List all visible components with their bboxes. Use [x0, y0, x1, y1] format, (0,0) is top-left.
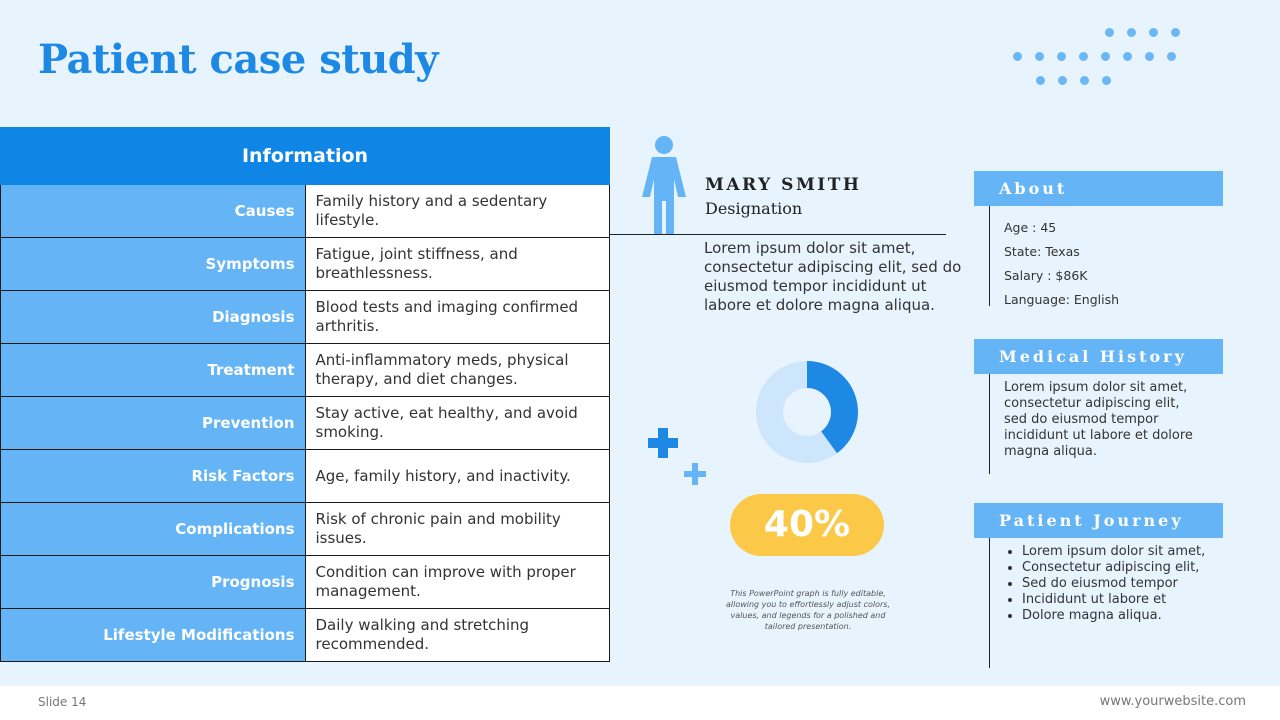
dot [1145, 52, 1154, 61]
row-value: Stay active, eat healthy, and avoid smok… [304, 396, 610, 450]
patient-name: MARY SMITH [705, 175, 862, 195]
about-item: State: Texas [1004, 244, 1080, 259]
dot [1058, 76, 1067, 85]
table-row: Symptoms Fatigue, joint stiffness, and br… [0, 237, 610, 291]
row-label: Treatment [0, 343, 306, 397]
divider [610, 234, 946, 235]
patient-designation: Designation [705, 199, 803, 218]
row-label: Diagnosis [0, 290, 306, 344]
dot [1080, 76, 1089, 85]
dot [1035, 52, 1044, 61]
list-item: Incididunt ut labore et [1022, 592, 1205, 608]
row-value: Fatigue, joint stiffness, and breathless… [304, 237, 610, 291]
about-list: Age : 45 State: Texas Salary : $86K Lang… [1004, 216, 1119, 312]
row-label: Prevention [0, 396, 306, 450]
plus-icon [684, 463, 706, 485]
row-value: Condition can improve with proper manage… [304, 555, 610, 609]
table-row: Risk Factors Age, family history, and ina… [0, 449, 610, 503]
row-label: Causes [0, 184, 306, 238]
patient-intro: Lorem ipsum dolor sit amet, consectetur … [704, 239, 962, 314]
list-item: Consectetur adipiscing elit, [1022, 560, 1205, 576]
patient-journey-list: Lorem ipsum dolor sit amet, Consectetur … [1004, 544, 1205, 624]
row-label: Risk Factors [0, 449, 306, 503]
about-item: Age : 45 [1004, 220, 1057, 235]
divider [989, 374, 990, 474]
dot [1057, 52, 1066, 61]
row-value: Blood tests and imaging confirmed arthri… [304, 290, 610, 344]
dot [1149, 28, 1158, 37]
table-header: Information [0, 127, 610, 185]
table-row: Treatment Anti-inflammatory meds, physica… [0, 343, 610, 397]
list-item: Lorem ipsum dolor sit amet, [1022, 544, 1205, 560]
table-row: Prognosis Condition can improve with prop… [0, 555, 610, 609]
website-link: www.yourwebsite.com [1099, 694, 1246, 709]
dot [1013, 52, 1022, 61]
chart-note: This PowerPoint graph is fully editable,… [725, 589, 891, 631]
info-table: Information Causes Family history and a s… [0, 127, 610, 662]
percentage-badge: 40% [730, 494, 884, 556]
about-header: About [974, 171, 1223, 206]
dot [1036, 76, 1045, 85]
dot [1101, 52, 1110, 61]
donut-chart [756, 361, 858, 463]
row-label: Complications [0, 502, 306, 556]
list-item: Dolore magna aliqua. [1022, 608, 1205, 624]
about-item: Salary : $86K [1004, 268, 1088, 283]
dot [1105, 28, 1114, 37]
divider [989, 206, 990, 306]
slide-number: Slide 14 [38, 695, 87, 709]
dot [1102, 76, 1111, 85]
table-row: Prevention Stay active, eat healthy, and … [0, 396, 610, 450]
row-value: Anti-inflammatory meds, physical therapy… [304, 343, 610, 397]
medical-history-text: Lorem ipsum dolor sit amet, consectetur … [1004, 380, 1193, 459]
table-row: Complications Risk of chronic pain and mo… [0, 502, 610, 556]
about-item: Language: English [1004, 292, 1120, 307]
row-value: Risk of chronic pain and mobility issues… [304, 502, 610, 556]
divider [989, 538, 990, 668]
row-label: Prognosis [0, 555, 306, 609]
row-value: Daily walking and stretching recommended… [304, 608, 610, 662]
patient-journey-header: Patient Journey [974, 503, 1223, 538]
dot [1171, 28, 1180, 37]
plus-icon [648, 428, 678, 458]
dot [1079, 52, 1088, 61]
row-value: Age, family history, and inactivity. [304, 449, 610, 503]
dot [1123, 52, 1132, 61]
list-item: Sed do eiusmod tempor [1022, 576, 1205, 592]
person-icon [642, 136, 686, 235]
row-label: Symptoms [0, 237, 306, 291]
dots-decoration [1000, 24, 1200, 94]
page-title: Patient case study [38, 36, 438, 83]
row-label: Lifestyle Modifications [0, 608, 306, 662]
dot [1167, 52, 1176, 61]
donut-slice-1 [756, 361, 837, 463]
footer: Slide 14 www.yourwebsite.com [0, 686, 1280, 720]
table-row: Causes Family history and a sedentary lif… [0, 184, 610, 238]
medical-history-header: Medical History [974, 339, 1223, 374]
row-value: Family history and a sedentary lifestyle… [304, 184, 610, 238]
dot [1127, 28, 1136, 37]
donut-slice-0 [807, 361, 858, 454]
table-row: Lifestyle Modifications Daily walking and… [0, 608, 610, 662]
table-row: Diagnosis Blood tests and imaging confirm… [0, 290, 610, 344]
